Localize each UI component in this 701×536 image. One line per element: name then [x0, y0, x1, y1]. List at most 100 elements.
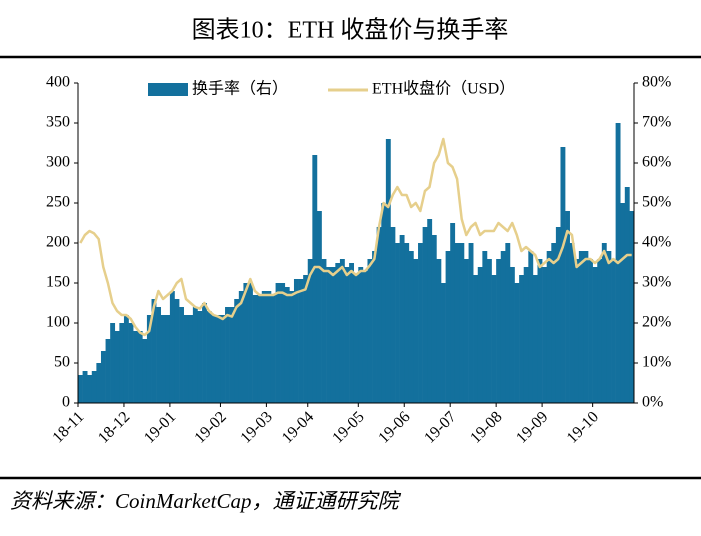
bar [266, 291, 272, 403]
y2-tick-label: 30% [642, 274, 671, 291]
x-tick-label: 19-01 [141, 408, 179, 446]
bar [486, 259, 492, 403]
bar [197, 311, 203, 403]
y2-tick-label: 60% [642, 154, 671, 171]
y2-tick-label: 0% [642, 394, 663, 411]
bar [509, 267, 515, 403]
bar [252, 295, 258, 403]
y2-tick-label: 40% [642, 234, 671, 251]
bar [248, 283, 253, 403]
bar [234, 299, 240, 403]
x-tick-label: 18-12 [95, 408, 133, 446]
bar [381, 203, 387, 403]
bar [192, 307, 198, 403]
bar [156, 307, 162, 403]
y-tick-label: 200 [46, 234, 70, 251]
bar [523, 267, 529, 403]
bar [160, 315, 166, 403]
bar [532, 275, 538, 403]
bar [330, 267, 336, 403]
bar [229, 307, 235, 403]
bar [326, 267, 332, 403]
bar [376, 227, 382, 403]
bar [450, 223, 456, 403]
y2-tick-label: 50% [642, 194, 671, 211]
bar [220, 315, 226, 403]
bar [105, 339, 111, 403]
y-tick-label: 50 [54, 354, 70, 371]
bar [390, 227, 396, 403]
y-tick-label: 250 [46, 194, 70, 211]
chart-title: 图表10：ETH 收盘价与换手率 [192, 17, 509, 44]
bar [174, 299, 180, 403]
bar [578, 251, 584, 403]
bar [537, 259, 543, 403]
y-tick-label: 0 [62, 394, 70, 411]
bar [123, 315, 129, 403]
bar [206, 311, 212, 403]
x-tick-label: 19-07 [421, 408, 459, 446]
bar [289, 291, 295, 403]
y-tick-label: 350 [46, 114, 70, 131]
bar [261, 291, 267, 403]
bar [491, 275, 497, 403]
legend-label: ETH收盘价（USD） [372, 79, 515, 98]
bar [128, 323, 134, 403]
y-tick-label: 150 [46, 274, 70, 291]
bar [321, 259, 327, 403]
bar [583, 251, 589, 403]
y-tick-label: 100 [46, 314, 70, 331]
bar [280, 283, 286, 403]
bar [358, 267, 364, 403]
x-tick-label: 19-03 [237, 408, 275, 446]
bar [344, 267, 350, 403]
bar [353, 275, 359, 403]
bar [560, 147, 566, 403]
x-tick-label: 19-05 [329, 408, 367, 446]
bar [91, 371, 97, 403]
bar [169, 291, 175, 403]
bar [238, 291, 244, 403]
bar [362, 271, 368, 403]
bar [367, 259, 373, 403]
bar [597, 259, 603, 403]
x-tick-label: 19-10 [564, 408, 602, 446]
bar [372, 251, 377, 403]
bar [588, 259, 593, 403]
bar [441, 283, 446, 403]
bar [565, 211, 570, 403]
x-tick-label: 19-04 [279, 408, 317, 446]
bar [298, 279, 304, 403]
bar [179, 307, 184, 403]
bar [211, 315, 217, 403]
y2-tick-label: 10% [642, 354, 671, 371]
bar [188, 315, 194, 403]
bar [87, 375, 93, 403]
bar [399, 235, 405, 403]
bar [303, 275, 309, 403]
y2-tick-label: 80% [642, 74, 671, 91]
bar [413, 259, 419, 403]
legend-swatch [148, 83, 188, 96]
bar [542, 267, 547, 403]
bar [601, 243, 607, 403]
bar [431, 235, 437, 403]
source: 资料来源：CoinMarketCap，通证通研究院 [10, 489, 401, 513]
bar [243, 283, 249, 403]
bar [215, 315, 221, 403]
bar [142, 339, 148, 403]
legend-label: 换手率（右） [192, 80, 288, 98]
bar [496, 259, 502, 403]
bar [546, 251, 552, 403]
bar [606, 251, 612, 403]
bar [620, 203, 626, 403]
bar [624, 187, 630, 403]
bar [569, 243, 575, 403]
bar [422, 227, 428, 403]
bar [482, 251, 488, 403]
bar [473, 275, 479, 403]
bar [114, 331, 120, 403]
y2-tick-label: 70% [642, 114, 671, 131]
bar [629, 211, 635, 403]
